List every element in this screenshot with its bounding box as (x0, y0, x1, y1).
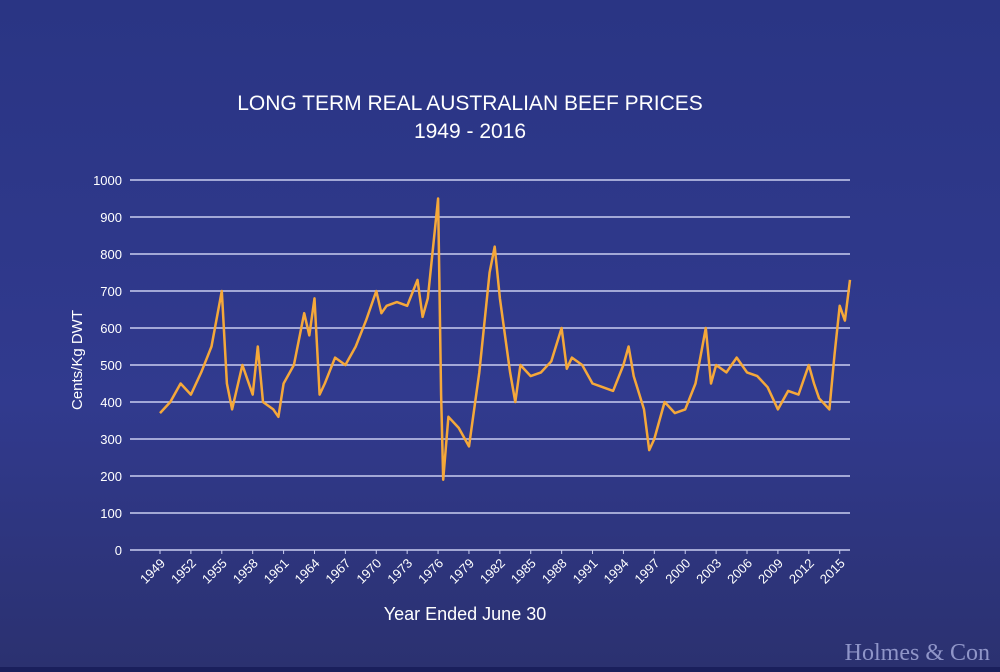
y-tick-label: 100 (100, 506, 122, 521)
y-tick-label: 300 (100, 432, 122, 447)
chart-title: LONG TERM REAL AUSTRALIAN BEEF PRICES (237, 92, 703, 115)
y-tick-label: 200 (100, 469, 122, 484)
y-tick-label: 600 (100, 321, 122, 336)
footer: Holmes & Con (845, 640, 990, 666)
y-tick-label: 900 (100, 210, 122, 225)
y-tick-label: 700 (100, 284, 122, 299)
y-tick-label: 500 (100, 358, 122, 373)
y-tick-label: 1000 (93, 173, 122, 188)
data-line (159, 197, 852, 481)
y-tick-label: 400 (100, 395, 122, 410)
y-axis-label: Cents/Kg DWT (69, 310, 86, 410)
chart-subtitle: 1949 - 2016 (414, 120, 526, 143)
y-tick-label: 800 (100, 247, 122, 262)
x-axis-label: Year Ended June 30 (384, 604, 546, 624)
y-tick-label: 0 (115, 543, 122, 558)
